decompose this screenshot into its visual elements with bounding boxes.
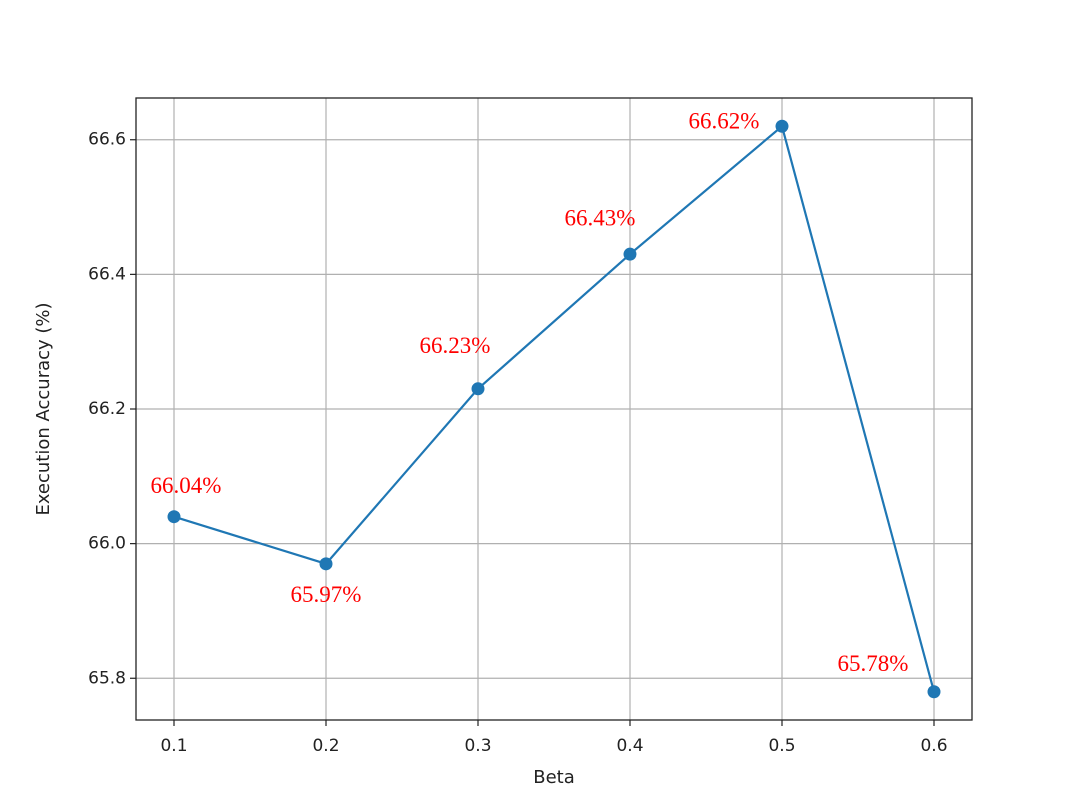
x-axis-label: Beta	[533, 767, 575, 788]
x-tick-label: 0.1	[160, 736, 187, 756]
data-point	[471, 382, 485, 396]
y-axis-label: Execution Accuracy (%)	[33, 302, 54, 515]
x-tick-label: 0.3	[464, 736, 491, 756]
data-point	[927, 685, 941, 699]
y-tick-label: 66.0	[88, 534, 126, 554]
data-label: 66.04%	[151, 473, 222, 498]
x-tick-label: 0.4	[616, 736, 643, 756]
x-tick-label: 0.5	[768, 736, 795, 756]
y-tick-label: 66.4	[88, 264, 126, 284]
y-tick-label: 66.6	[88, 130, 126, 150]
data-point	[167, 510, 181, 524]
data-label: 66.23%	[420, 333, 491, 358]
data-label: 65.78%	[838, 651, 909, 676]
y-tick-label: 65.8	[88, 668, 126, 688]
data-point	[319, 557, 333, 571]
data-line	[173, 124, 936, 693]
data-point	[623, 247, 637, 261]
x-tick-label: 0.6	[920, 736, 947, 756]
y-tick-label: 66.2	[88, 399, 126, 419]
data-point	[775, 119, 789, 133]
data-label: 65.97%	[291, 582, 362, 607]
plot-frame	[135, 97, 973, 721]
x-tick-label: 0.2	[312, 736, 339, 756]
data-label: 66.43%	[565, 205, 636, 230]
data-label: 66.62%	[689, 109, 760, 134]
